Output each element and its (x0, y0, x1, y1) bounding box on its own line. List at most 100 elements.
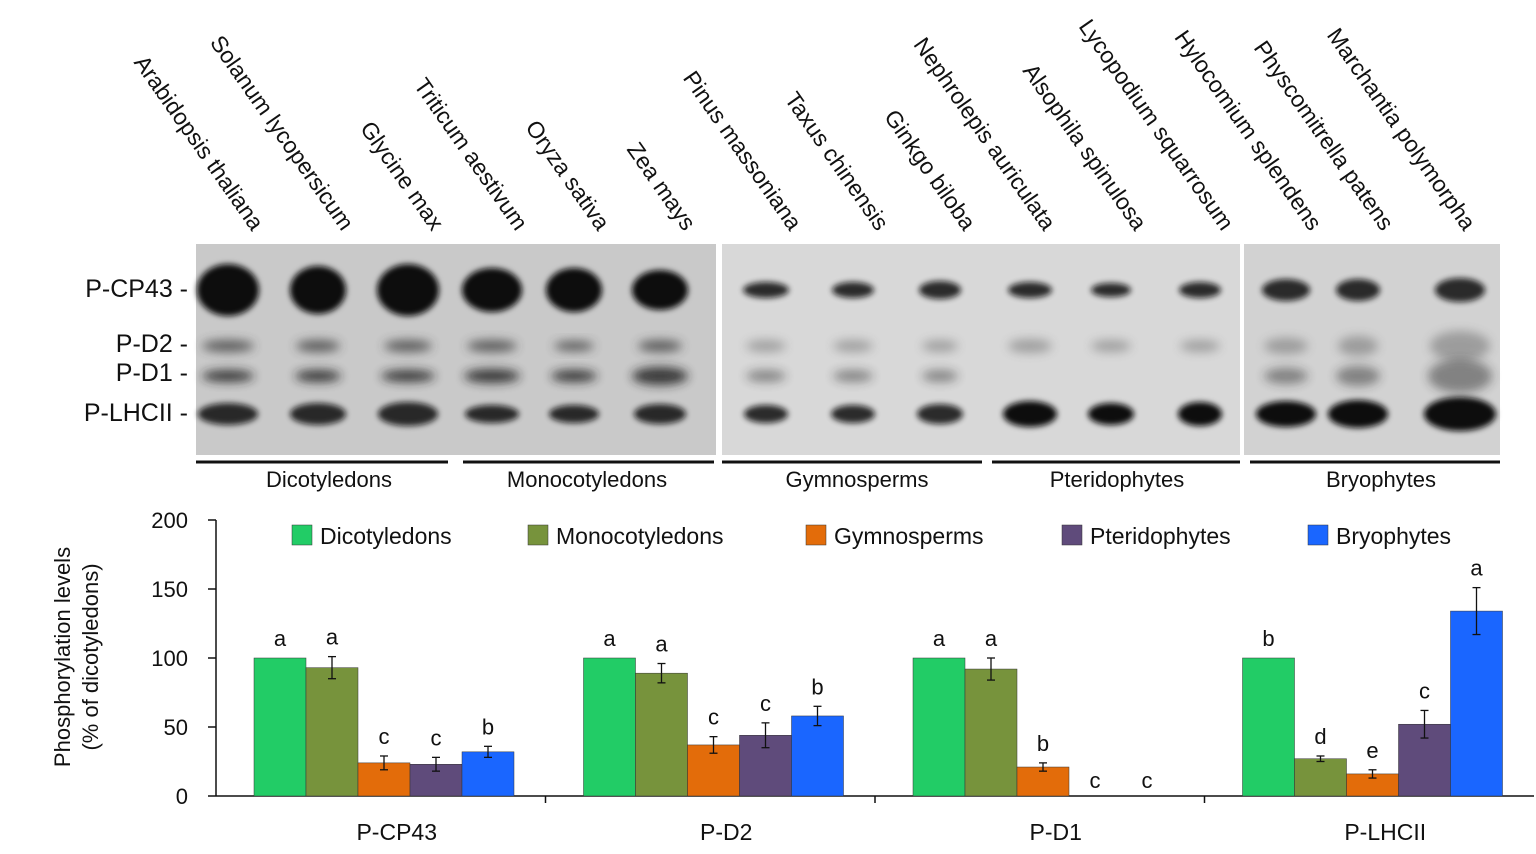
band-cp43 (632, 270, 688, 310)
band-d1 (551, 370, 597, 382)
band-d2 (296, 340, 340, 352)
bar (791, 715, 844, 797)
significance-letter: b (482, 714, 494, 739)
band-d2 (1430, 331, 1490, 361)
band-d2 (1008, 339, 1052, 353)
membrane-angiosperms (196, 244, 716, 455)
band-lhcii (549, 405, 599, 423)
band-labels: P-CP43 - P-D2 - P-D1 - P-LHCII - (84, 275, 188, 427)
legend-swatch (1307, 524, 1329, 546)
band-d2 (1264, 338, 1308, 354)
y-axis-title-line1: Phosphorylation levels (50, 547, 75, 767)
band-cp43 (290, 266, 346, 314)
band-d2 (1338, 336, 1378, 356)
band-lhcii (1424, 397, 1496, 431)
band-d2 (554, 341, 594, 351)
band-label-lhcii: P-LHCII - (84, 399, 188, 427)
significance-letter: b (811, 674, 823, 699)
significance-letter: a (933, 626, 946, 651)
band-d1 (1428, 359, 1492, 393)
legend-swatch (291, 524, 313, 546)
band-cp43 (1008, 282, 1052, 298)
group-label-monocotyledons: Monocotyledons (507, 467, 667, 492)
bar (1242, 657, 1295, 797)
x-tick-label: P-D2 (700, 819, 752, 845)
band-lhcii (1178, 402, 1222, 426)
bar (461, 751, 515, 797)
species-label: Zea mays (622, 137, 701, 235)
band-lhcii (1003, 401, 1057, 427)
band-d1 (1336, 366, 1380, 386)
band-d2 (467, 340, 517, 352)
band-d1 (202, 370, 254, 382)
bar (253, 657, 307, 797)
band-cp43 (1262, 279, 1310, 301)
band-lhcii (378, 402, 438, 426)
membrane-gymnosperms-pteridophytes (722, 244, 1240, 455)
bar (635, 672, 688, 797)
band-lhcii (1088, 403, 1134, 425)
significance-letter: c (1142, 768, 1153, 793)
significance-letter: a (985, 626, 998, 651)
legend-item: Monocotyledons (527, 523, 724, 549)
band-d2 (202, 340, 254, 352)
legend-label: Pteridophytes (1090, 523, 1231, 549)
significance-letter: e (1366, 738, 1378, 763)
y-axis: 0 50 100 150 200 (151, 508, 217, 809)
band-cp43 (1435, 278, 1485, 302)
species-label: Glycine max (355, 116, 449, 235)
significance-letter: a (326, 625, 339, 650)
significance-letter: a (655, 632, 668, 657)
band-cp43 (1179, 282, 1221, 298)
significance-letter: a (274, 626, 287, 651)
band-d1 (922, 370, 958, 382)
legend-swatch (805, 524, 827, 546)
legend-label: Monocotyledons (556, 523, 724, 549)
band-d2 (833, 340, 873, 352)
band-d1 (464, 369, 520, 383)
band-label-d1: P-D1 - (116, 359, 188, 387)
species-label: Marchantia polymorpha (1322, 23, 1481, 235)
y-tick-label: 100 (151, 646, 188, 671)
x-tick-label: P-CP43 (356, 819, 437, 845)
blot-bands (197, 264, 1496, 431)
significance-letter: d (1314, 724, 1326, 749)
band-d2 (922, 340, 958, 352)
y-axis-title-line2: (% of dicotyledons) (78, 563, 103, 750)
band-lhcii (744, 405, 788, 423)
bar (1294, 758, 1347, 797)
band-lhcii (290, 403, 346, 425)
species-label: Physcomitrella patens (1249, 36, 1399, 235)
significance-letter: a (1470, 556, 1483, 581)
band-cp43 (1336, 279, 1380, 301)
band-d2 (1180, 340, 1220, 352)
legend-swatch (1061, 524, 1083, 546)
significance-letter: b (1037, 731, 1049, 756)
band-d2 (384, 340, 432, 352)
bar (305, 667, 359, 797)
significance-letter: c (1419, 678, 1430, 703)
legend-label: Bryophytes (1336, 523, 1451, 549)
legend-item: Dicotyledons (291, 523, 452, 549)
band-lhcii (831, 405, 875, 423)
significance-letter: a (603, 626, 616, 651)
band-cp43 (462, 268, 522, 312)
band-lhcii (1328, 400, 1388, 428)
group-label-pteridophytes: Pteridophytes (1050, 467, 1185, 492)
band-d1 (746, 370, 786, 382)
bar (964, 668, 1018, 797)
significance-letter: c (431, 725, 442, 750)
legend: Dicotyledons Monocotyledons Gymnosperms Pte… (291, 523, 1451, 549)
significance-letter: c (1090, 768, 1101, 793)
band-cp43 (546, 268, 602, 312)
group-brackets: Dicotyledons Monocotyledons Gymnosperms … (196, 460, 1500, 492)
significance-letter: c (760, 691, 771, 716)
bar-chart-panel: Phosphorylation levels (% of dicotyledon… (50, 508, 1534, 845)
legend-item: Pteridophytes (1061, 523, 1231, 549)
x-tick-label: P-D1 (1030, 819, 1082, 845)
band-cp43 (377, 264, 439, 316)
band-cp43 (919, 281, 961, 299)
bar (912, 657, 966, 797)
